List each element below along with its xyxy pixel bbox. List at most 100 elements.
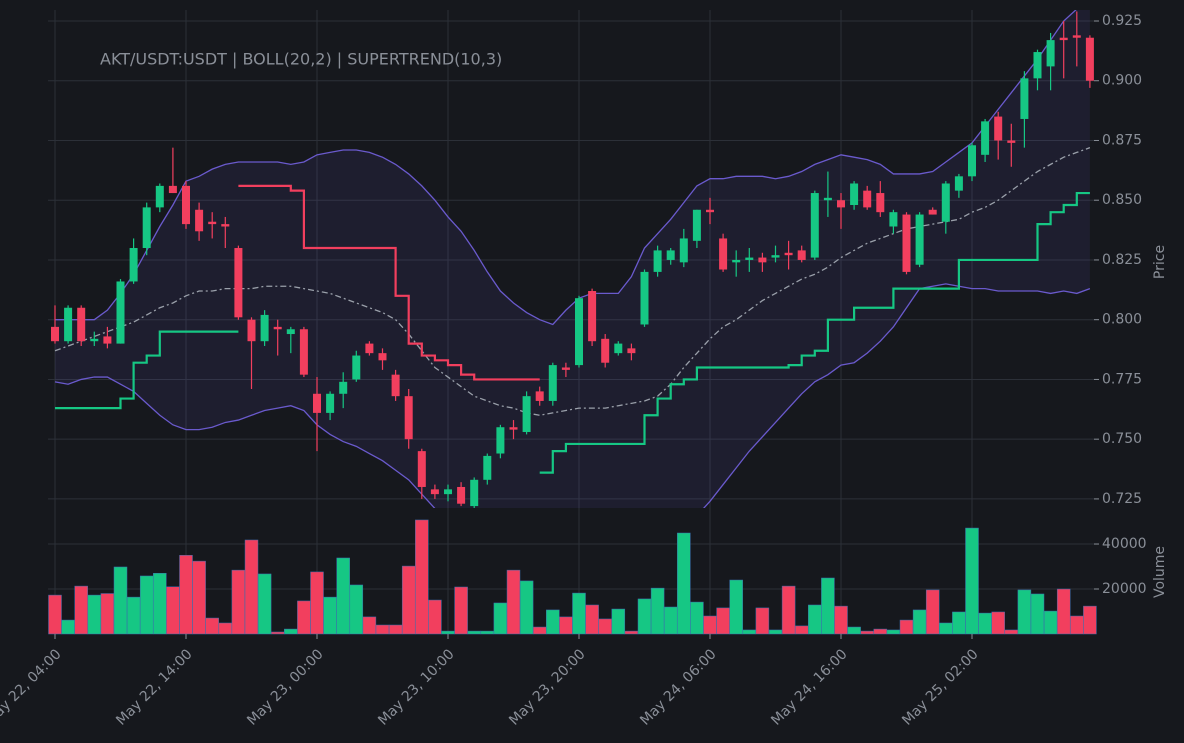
candle-body	[129, 248, 138, 282]
candle-body	[64, 307, 73, 342]
volume-bar	[323, 596, 337, 635]
y-tick-label: 0.800	[1102, 312, 1142, 328]
volume-bar	[559, 616, 573, 635]
volume-bar	[677, 532, 691, 635]
volume-bar	[166, 586, 180, 635]
volume-bar	[480, 630, 495, 635]
volume-bar	[87, 594, 102, 635]
volume-bar	[742, 629, 757, 635]
volume-bar	[257, 573, 272, 635]
volume-bar	[585, 604, 599, 635]
candle-body	[732, 259, 741, 263]
candle-body	[981, 121, 990, 155]
candle-body	[876, 193, 885, 213]
candle-body	[758, 257, 767, 263]
volume-bar	[1083, 605, 1097, 635]
candle-body	[221, 224, 230, 227]
volume-bar	[297, 600, 311, 635]
candle-body	[1033, 52, 1042, 79]
candle-body	[706, 209, 714, 213]
candle-body	[548, 365, 557, 401]
candle-body	[273, 326, 282, 330]
candle-body	[286, 329, 295, 335]
volume-bar	[572, 592, 586, 635]
candle-body	[837, 200, 845, 208]
volume-bar	[467, 630, 481, 635]
volume-bar	[834, 605, 848, 635]
candle-body	[430, 489, 439, 495]
volume-bar	[179, 555, 193, 635]
volume-bar	[703, 615, 717, 635]
volume-bar	[598, 618, 612, 635]
candle-body	[417, 451, 426, 487]
volume-bar	[873, 628, 888, 635]
band-middle	[54, 147, 1091, 416]
volume-bar	[153, 573, 167, 635]
volume-bar	[808, 604, 822, 635]
candle-body	[1085, 37, 1094, 81]
volume-bar	[415, 519, 429, 635]
candle-body	[103, 336, 112, 344]
volume-bar	[1017, 589, 1032, 635]
candle-body	[365, 343, 374, 354]
volume-bar	[349, 584, 364, 635]
price-panel	[51, 10, 1094, 508]
volume-bar	[270, 631, 285, 635]
candle-body	[915, 214, 924, 265]
candle-body	[535, 391, 544, 401]
candle-body	[339, 381, 348, 394]
volume-bar	[1043, 610, 1058, 635]
candle-body	[575, 298, 583, 366]
volume-bar	[978, 612, 992, 635]
volume-bar	[454, 586, 468, 635]
candle-body	[863, 190, 872, 208]
volume-bar	[794, 625, 809, 635]
candle-body	[928, 209, 937, 215]
candle-body	[679, 238, 688, 263]
volume-bar	[755, 607, 770, 635]
candle-body	[391, 374, 400, 397]
candle-body	[457, 486, 466, 504]
candle-body	[509, 427, 518, 430]
candle-body	[719, 238, 728, 270]
candle-body	[1020, 78, 1029, 119]
volume-bar	[205, 617, 219, 635]
volume-bar	[519, 580, 534, 635]
volume-bar	[939, 622, 953, 635]
candle-body	[208, 221, 217, 225]
candle-body	[182, 185, 190, 225]
volume-bar	[781, 585, 796, 635]
volume-bar	[441, 630, 455, 635]
candle-body	[692, 209, 701, 241]
volume-bar	[690, 601, 704, 635]
candle-body	[810, 193, 819, 258]
candle-body	[941, 183, 950, 222]
volume-bar	[74, 585, 88, 635]
volume-bar	[493, 602, 508, 635]
candle-body	[601, 338, 610, 363]
volume-bar	[310, 571, 324, 635]
candle-body	[444, 489, 452, 495]
y-tick-label: 0.900	[1102, 73, 1142, 89]
candle-body	[771, 255, 780, 258]
volume-bar	[716, 607, 730, 635]
volume-bar	[375, 624, 390, 635]
y-tick-label: 0.825	[1102, 252, 1142, 268]
candle-body	[260, 314, 269, 342]
volume-bar	[244, 539, 259, 635]
volume-bar	[624, 630, 639, 635]
y-tick-label: 0.775	[1102, 371, 1142, 387]
candle-body	[745, 257, 754, 260]
candle-body	[77, 307, 86, 342]
candle-body	[155, 185, 164, 208]
candle-body	[378, 353, 387, 361]
y-tick-label: 0.850	[1102, 192, 1142, 208]
candle-body	[483, 455, 492, 480]
candle-body	[666, 250, 675, 260]
volume-bar	[1004, 629, 1019, 635]
candle-body	[299, 329, 308, 375]
volume-bar	[61, 619, 75, 635]
volume-bar	[925, 589, 940, 635]
candle-body	[352, 355, 361, 380]
